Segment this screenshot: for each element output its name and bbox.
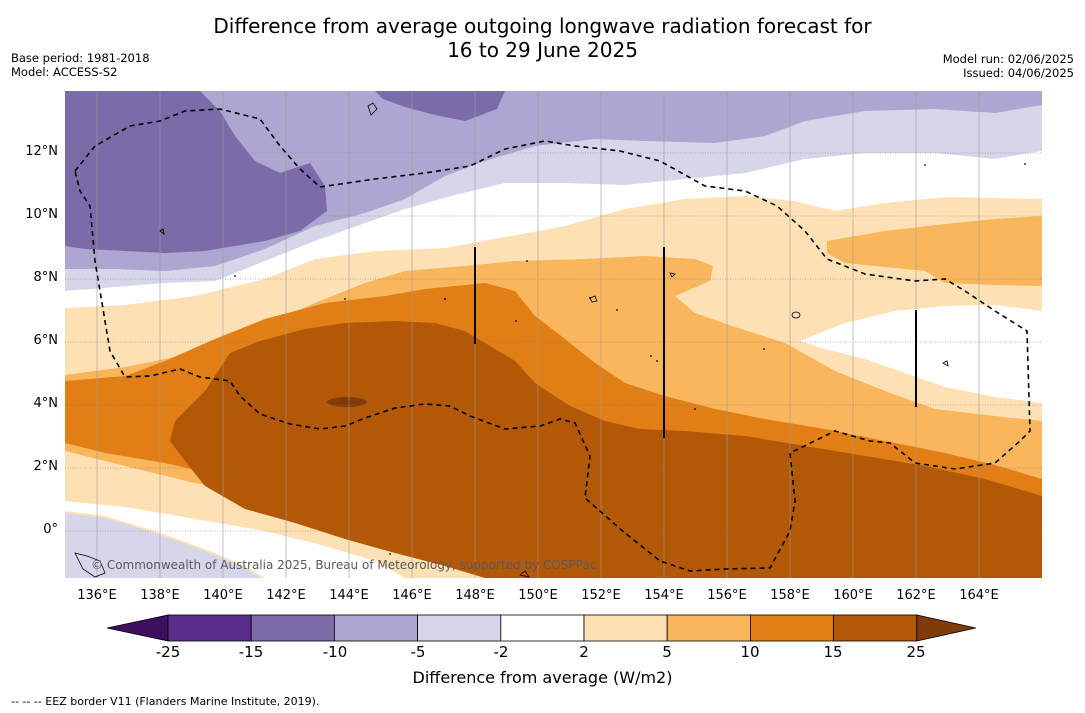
lat-label-4n: 4°N	[33, 396, 59, 411]
anomaly-region-brown	[170, 321, 1042, 578]
neutral-region-southwest-2	[65, 501, 405, 578]
colorbar-tick: 15	[823, 643, 843, 661]
lat-label-8n: 8°N	[33, 270, 59, 285]
colorbar-tick: 10	[740, 643, 760, 661]
colorbar-tick: -5	[410, 643, 426, 661]
lon-label-142e: 142°E	[266, 588, 306, 603]
title-line-2: 16 to 29 June 2025	[447, 38, 638, 62]
island-dots	[234, 163, 1026, 555]
colorbar-tick: 25	[906, 643, 926, 661]
lon-label-144e: 144°E	[329, 588, 369, 603]
colorbar-segment	[500, 614, 585, 642]
lat-lon-grid	[65, 152, 1042, 532]
islands	[74, 102, 949, 578]
colorbar-segment	[167, 614, 252, 642]
anomaly-region-darkest	[327, 397, 367, 407]
colorbar-segment	[833, 614, 918, 642]
lon-label-154e: 154°E	[644, 588, 684, 603]
colorbar-segment	[750, 614, 835, 642]
colorbar-segment	[666, 614, 751, 642]
colorbar	[106, 614, 979, 646]
lon-label-162e: 162°E	[896, 588, 936, 603]
colorbar-segment	[417, 614, 502, 642]
colorbar-graphic	[106, 614, 976, 642]
anomaly-region-dark-purple-north	[375, 91, 505, 121]
lon-label-164e: 164°E	[959, 588, 999, 603]
model-name: Model: ACCESS-S2	[11, 65, 118, 79]
eez-legend-note: -- -- -- EEZ border V11 (Flanders Marine…	[11, 695, 320, 708]
meta-left: Base period: 1981-2018 Model: ACCESS-S2	[11, 51, 150, 79]
lon-label-150e: 150°E	[518, 588, 558, 603]
map-canvas	[65, 91, 1042, 578]
lon-label-148e: 148°E	[455, 588, 495, 603]
anomaly-region-mid-orange-east	[827, 216, 1042, 286]
lon-label-138e: 138°E	[140, 588, 180, 603]
title-line-1: Difference from average outgoing longwav…	[213, 14, 872, 38]
base-period: Base period: 1981-2018	[11, 51, 150, 65]
lat-label-10n: 10°N	[25, 207, 58, 222]
anomaly-region-light-purple-south-2	[65, 513, 260, 578]
colorbar-label: Difference from average (W/m2)	[412, 668, 673, 687]
colorbar-under-arrow	[106, 614, 169, 642]
colorbar-tick: -15	[238, 643, 264, 661]
issued-date: Issued: 04/06/2025	[963, 66, 1074, 80]
lat-label-0: 0°	[43, 522, 58, 537]
model-run: Model run: 02/06/2025	[942, 52, 1074, 66]
colorbar-segment	[583, 614, 668, 642]
lon-label-158e: 158°E	[770, 588, 810, 603]
lon-label-136e: 136°E	[77, 588, 117, 603]
colorbar-tick: -25	[155, 643, 181, 661]
neutral-region-east	[800, 305, 1042, 403]
lon-label-152e: 152°E	[581, 588, 621, 603]
copyright-text: © Commonwealth of Australia 2025, Bureau…	[91, 558, 597, 572]
colorbar-tick: 2	[579, 643, 589, 661]
colorbar-segment	[250, 614, 335, 642]
solid-border-segments	[474, 247, 917, 438]
colorbar-over-arrow	[916, 614, 976, 642]
lon-label-146e: 146°E	[392, 588, 432, 603]
colorbar-tick: 5	[662, 643, 672, 661]
colorbar-segment	[333, 614, 418, 642]
lon-label-160e: 160°E	[833, 588, 873, 603]
anomaly-region-mid-purple	[65, 91, 1042, 271]
lat-label-12n: 12°N	[25, 144, 58, 159]
colorbar-tick: -10	[322, 643, 348, 661]
anomaly-region-dark-purple	[65, 91, 327, 253]
eez-border	[74, 108, 1031, 572]
lat-label-2n: 2°N	[33, 459, 59, 474]
colorbar-tick: -2	[493, 643, 509, 661]
lat-label-6n: 6°N	[33, 333, 59, 348]
map-title: Difference from average outgoing longwav…	[0, 14, 1085, 62]
meta-right: Model run: 02/06/2025 Issued: 04/06/2025	[943, 52, 1074, 80]
olr-anomaly-map	[65, 91, 1042, 578]
lon-label-156e: 156°E	[707, 588, 747, 603]
lon-label-140e: 140°E	[203, 588, 243, 603]
